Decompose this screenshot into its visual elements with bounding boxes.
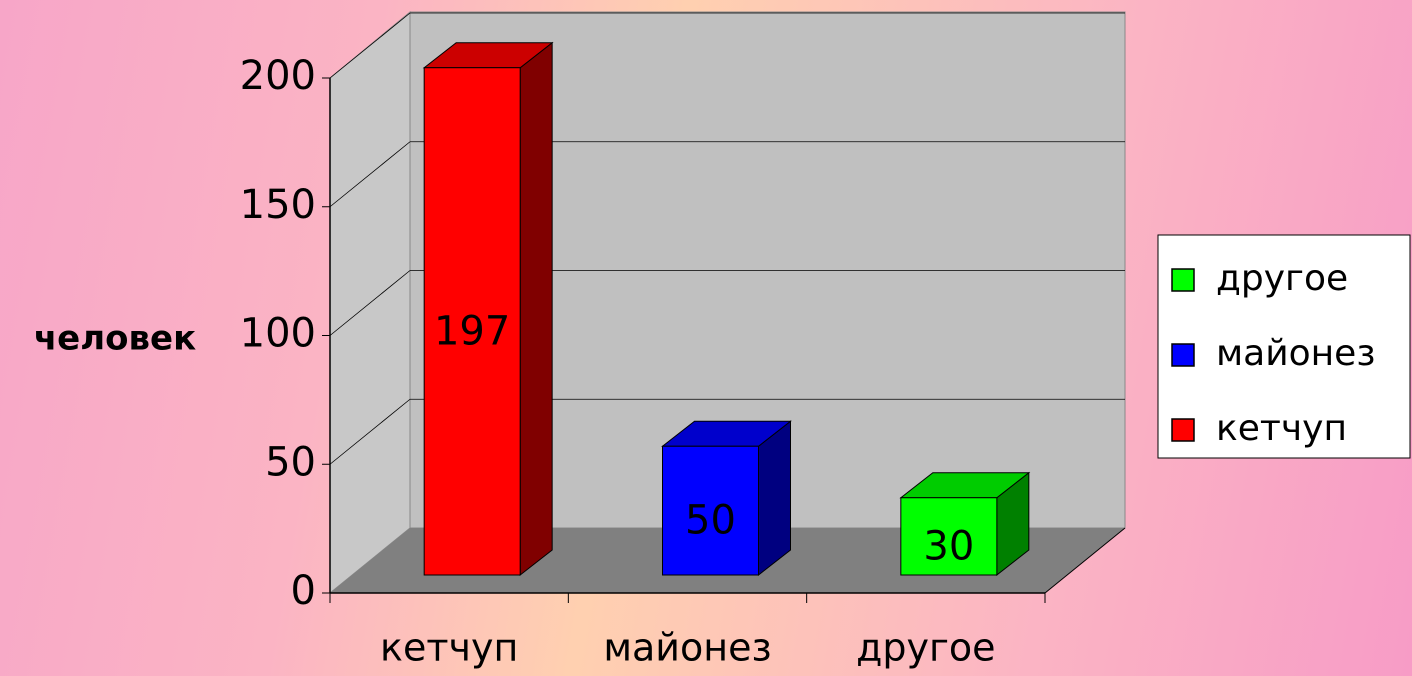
y-tick-label: 100 bbox=[240, 311, 316, 357]
x-tick-label: другое bbox=[856, 626, 995, 670]
y-tick-label: 150 bbox=[240, 182, 316, 228]
grid-line bbox=[329, 12, 411, 79]
data-label: 197 bbox=[434, 308, 510, 354]
legend-swatch bbox=[1171, 343, 1195, 367]
bar bbox=[423, 67, 521, 576]
y-tick-label: 0 bbox=[291, 568, 316, 614]
bar-side bbox=[758, 420, 791, 577]
legend-swatch bbox=[1171, 268, 1195, 292]
legend-swatch bbox=[1171, 418, 1195, 442]
grid-line bbox=[329, 270, 411, 336]
legend-label: другое bbox=[1216, 258, 1348, 299]
y-tick-label: 200 bbox=[240, 53, 316, 99]
floor-edge bbox=[1044, 527, 1126, 594]
grid-line bbox=[329, 141, 411, 208]
y-tick-label: 50 bbox=[265, 439, 316, 485]
data-label: 50 bbox=[685, 498, 736, 544]
y-axis-label: человек bbox=[34, 319, 196, 359]
legend-label: майонез bbox=[1216, 333, 1375, 374]
bar-side bbox=[519, 41, 553, 577]
x-tick-label: майонез bbox=[603, 626, 771, 670]
bar bbox=[900, 497, 998, 576]
legend-label: кетчуп bbox=[1216, 408, 1347, 449]
legend bbox=[1157, 234, 1411, 459]
bar bbox=[662, 445, 759, 576]
grid-line bbox=[329, 398, 411, 465]
x-tick-label: кетчуп bbox=[380, 626, 518, 670]
data-label: 30 bbox=[923, 523, 974, 569]
